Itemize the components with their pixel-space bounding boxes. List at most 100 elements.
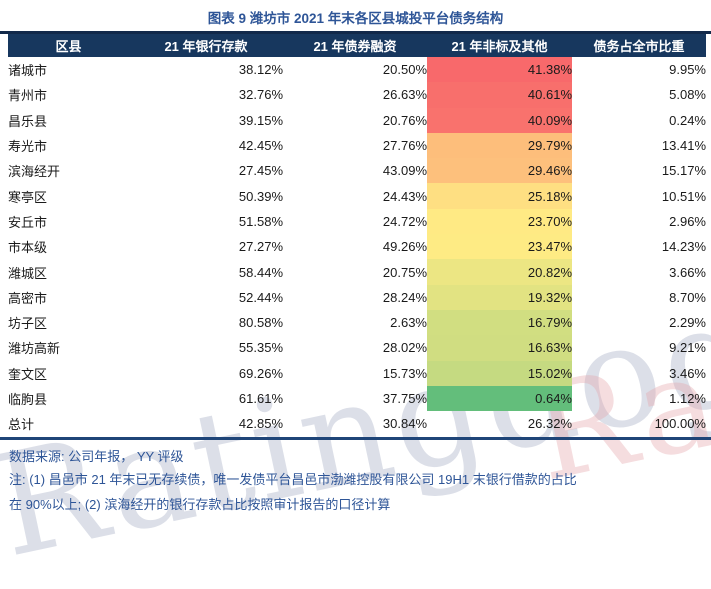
- cell-bond: 43.09%: [382, 163, 427, 179]
- cell-bank: 27.45%: [238, 163, 283, 179]
- table-row: 高密市 52.44% 28.24% 19.32% 8.70%: [8, 284, 706, 310]
- debt-structure-table: 区县 21 年银行存款 21 年债券融资 21 年非标及其他 债务占全市比重 诸…: [8, 34, 706, 436]
- cell-district: 安丘市: [8, 214, 48, 230]
- cell-bond: 24.43%: [382, 188, 427, 204]
- cell-nonstandard: 16.79%: [427, 309, 572, 336]
- cell-bank: 32.76%: [238, 87, 283, 103]
- cell-district: 总计: [8, 417, 35, 433]
- cell-bank: 58.44%: [238, 264, 283, 280]
- cell-district: 坊子区: [8, 316, 48, 332]
- table-row: 安丘市 51.58% 24.72% 23.70% 2.96%: [8, 208, 706, 235]
- cell-nonstandard: 41.38%: [427, 57, 572, 83]
- cell-district: 昌乐县: [8, 113, 48, 129]
- cell-city-share: 100.00%: [654, 416, 706, 432]
- table-row: 寒亭区 50.39% 24.43% 25.18% 10.51%: [8, 183, 706, 209]
- cell-bank: 50.39%: [238, 188, 283, 204]
- cell-nonstandard: 23.47%: [427, 234, 572, 260]
- cell-bank: 61.61%: [238, 391, 283, 406]
- cell-bond: 28.24%: [382, 289, 427, 305]
- cell-bank: 51.58%: [238, 213, 283, 229]
- cell-district: 诸城市: [8, 63, 48, 79]
- cell-bond: 49.26%: [382, 239, 427, 255]
- cell-nonstandard: 25.18%: [427, 183, 572, 209]
- cell-city-share: 5.08%: [669, 87, 706, 103]
- cell-district: 奎文区: [8, 366, 48, 382]
- table-top-rule: [0, 31, 711, 34]
- cell-bond: 20.75%: [382, 264, 427, 280]
- cell-city-share: 1.12%: [669, 391, 706, 406]
- cell-district: 寿光市: [8, 139, 48, 155]
- cell-nonstandard: 29.46%: [427, 158, 572, 184]
- cell-nonstandard: 16.63%: [427, 335, 572, 361]
- table-body: 诸城市 38.12% 20.50% 41.38% 9.95% 青州市 32.76% 26.63…: [8, 57, 706, 436]
- cell-district: 青州市: [8, 88, 48, 104]
- table-row: 青州市 32.76% 26.63% 40.61% 5.08%: [8, 82, 706, 108]
- cell-bank: 80.58%: [238, 315, 283, 331]
- cell-nonstandard: 19.32%: [427, 284, 572, 310]
- cell-district: 市本级: [8, 240, 48, 256]
- footnote-block: 注: (1) 昌邑市 21 年末已无存续债，唯一发债平台昌邑市渤潍控股有限公司 …: [9, 467, 707, 517]
- cell-bank: 52.44%: [238, 289, 283, 305]
- cell-city-share: 9.21%: [669, 340, 706, 356]
- table-row: 潍坊高新 55.35% 28.02% 16.63% 9.21%: [8, 335, 706, 361]
- table-header: 区县 21 年银行存款 21 年债券融资 21 年非标及其他 债务占全市比重: [8, 34, 706, 57]
- column-header-nonstandard: 21 年非标及其他: [427, 34, 572, 57]
- cell-city-share: 3.66%: [669, 264, 706, 280]
- column-header-district: 区县: [8, 34, 129, 57]
- cell-city-share: 8.70%: [669, 289, 706, 305]
- cell-city-share: 13.41%: [661, 138, 706, 154]
- table-row: 滨海经开 27.45% 43.09% 29.46% 15.17%: [8, 158, 706, 184]
- table-row: 诸城市 38.12% 20.50% 41.38% 9.95%: [8, 57, 706, 83]
- cell-bond: 27.76%: [382, 138, 427, 154]
- footnote-line-1: 注: (1) 昌邑市 21 年末已无存续债，唯一发债平台昌邑市渤潍控股有限公司 …: [9, 472, 577, 487]
- cell-nonstandard: 40.61%: [427, 82, 572, 108]
- cell-nonstandard: 26.32%: [527, 416, 572, 432]
- cell-bank: 39.15%: [238, 112, 283, 128]
- cell-bond: 24.72%: [382, 213, 427, 229]
- cell-nonstandard: 40.09%: [427, 107, 572, 133]
- data-source-line: 数据来源: 公司年报， YY 评级: [9, 449, 184, 464]
- table-row: 坊子区 80.58% 2.63% 16.79% 2.29%: [8, 309, 706, 336]
- table-bottom-rule: [0, 437, 711, 440]
- cell-bond: 20.50%: [382, 62, 427, 78]
- cell-city-share: 14.23%: [661, 239, 706, 255]
- cell-bond: 30.84%: [382, 416, 427, 432]
- cell-nonstandard: 29.79%: [427, 132, 572, 159]
- cell-nonstandard: 23.70%: [427, 208, 572, 235]
- cell-city-share: 10.51%: [661, 188, 706, 204]
- column-header-city-share: 债务占全市比重: [572, 34, 706, 57]
- cell-bank: 42.85%: [238, 416, 283, 432]
- column-header-bank: 21 年银行存款: [129, 34, 283, 57]
- cell-district: 潍坊高新: [8, 341, 61, 357]
- cell-city-share: 2.96%: [669, 213, 706, 229]
- table-row: 临朐县 61.61% 37.75% 0.64% 1.12%: [8, 385, 706, 412]
- cell-bank: 42.45%: [238, 138, 283, 154]
- cell-bank: 55.35%: [238, 340, 283, 356]
- cell-district: 高密市: [8, 290, 48, 306]
- cell-bond: 26.63%: [382, 87, 427, 103]
- cell-district: 潍城区: [8, 265, 48, 281]
- cell-nonstandard: 20.82%: [427, 259, 572, 285]
- cell-bank: 38.12%: [238, 62, 283, 78]
- cell-district: 滨海经开: [8, 164, 61, 180]
- table-row: 奎文区 69.26% 15.73% 15.02% 3.46%: [8, 360, 706, 386]
- footnote-line-2: 在 90%以上; (2) 滨海经开的银行存款占比按照审计报告的口径计算: [9, 497, 391, 512]
- table-row: 市本级 27.27% 49.26% 23.47% 14.23%: [8, 234, 706, 260]
- cell-district: 寒亭区: [8, 189, 48, 205]
- table-row: 寿光市 42.45% 27.76% 29.79% 13.41%: [8, 132, 706, 159]
- figure-title: 图表 9 潍坊市 2021 年末各区县城投平台债务结构: [207, 11, 504, 26]
- cell-city-share: 9.95%: [669, 62, 706, 78]
- column-header-bond: 21 年债券融资: [283, 34, 427, 57]
- cell-bond: 15.73%: [382, 365, 427, 381]
- cell-nonstandard: 15.02%: [427, 360, 572, 386]
- cell-bond: 2.63%: [390, 315, 427, 331]
- cell-city-share: 3.46%: [669, 365, 706, 381]
- table-row: 潍城区 58.44% 20.75% 20.82% 3.66%: [8, 259, 706, 285]
- cell-city-share: 0.24%: [669, 112, 706, 128]
- cell-city-share: 15.17%: [661, 163, 706, 179]
- cell-city-share: 2.29%: [669, 315, 706, 331]
- cell-bank: 27.27%: [238, 239, 283, 255]
- cell-bond: 20.76%: [382, 112, 427, 128]
- cell-bank: 69.26%: [238, 365, 283, 381]
- table-row: 总计 42.85% 30.84% 26.32% 100.00%: [8, 411, 706, 436]
